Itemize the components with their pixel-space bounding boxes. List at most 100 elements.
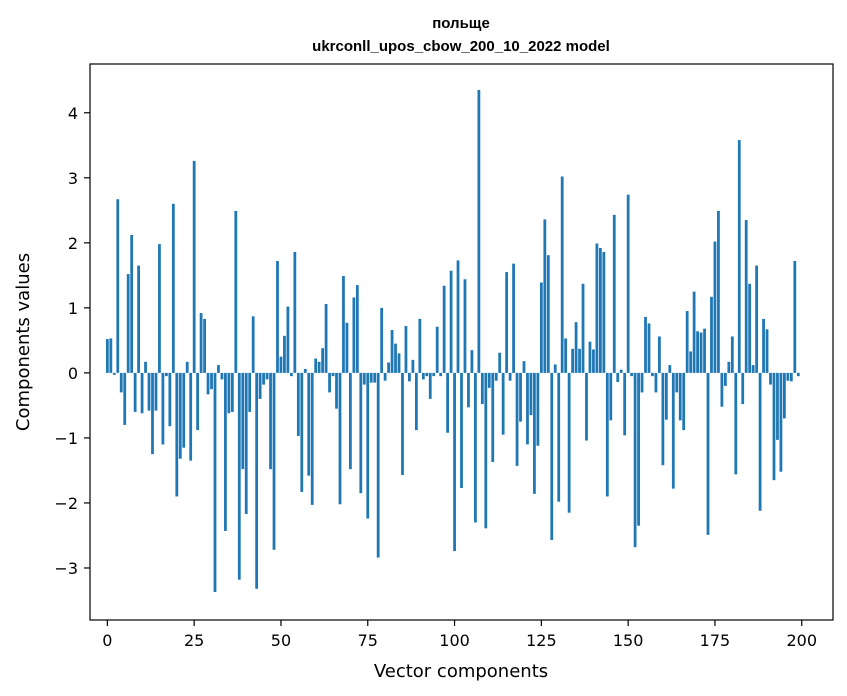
bar-113 (498, 352, 502, 373)
bar-178 (723, 372, 727, 386)
bar-96 (439, 372, 443, 377)
bar-126 (543, 219, 547, 373)
bar-38 (237, 372, 241, 580)
bar-159 (658, 336, 661, 373)
x-tick-label: 0 (102, 631, 112, 650)
bar-97 (442, 285, 446, 373)
bar-76 (369, 372, 373, 383)
bar-140 (592, 349, 595, 373)
bar-100 (453, 372, 456, 552)
bar-48 (272, 372, 276, 550)
bar-11 (144, 361, 147, 373)
bar-25 (192, 160, 196, 373)
bar-85 (401, 372, 404, 475)
bar-118 (515, 372, 519, 466)
bar-193 (776, 372, 779, 440)
bar-102 (460, 372, 463, 488)
bar-130 (557, 372, 561, 502)
bar-77 (373, 372, 377, 383)
bar-62 (321, 348, 325, 373)
x-tick-label: 50 (271, 631, 291, 650)
bar-41 (248, 372, 252, 412)
bar-64 (328, 372, 331, 393)
bar-78 (376, 372, 380, 558)
bar-151 (630, 372, 634, 377)
bar-137 (581, 283, 585, 373)
bar-179 (727, 361, 731, 373)
bar-104 (467, 372, 470, 408)
bar-154 (640, 372, 644, 393)
bar-98 (446, 372, 449, 433)
x-tick-label: 125 (526, 631, 557, 650)
bar-145 (609, 372, 613, 421)
x-tick-label: 200 (786, 631, 817, 650)
bar-89 (414, 372, 418, 431)
bar-39 (241, 372, 245, 470)
bar-191 (769, 372, 772, 385)
bar-109 (484, 372, 488, 529)
bar-13 (151, 372, 154, 455)
bar-36 (230, 372, 234, 412)
x-tick-label: 150 (613, 631, 644, 650)
bar-74 (362, 372, 366, 385)
bar-175 (713, 241, 717, 373)
bar-195 (783, 372, 786, 419)
bar-8 (133, 372, 137, 412)
bar-56 (300, 372, 304, 492)
bar-168 (689, 351, 693, 373)
bar-51 (283, 335, 286, 373)
bar-4 (119, 372, 123, 393)
bar-19 (171, 203, 175, 373)
bar-161 (664, 372, 668, 420)
bars-group (105, 90, 800, 593)
bar-190 (765, 329, 769, 373)
bar-142 (598, 248, 602, 373)
bar-197 (789, 372, 793, 382)
bar-124 (536, 372, 540, 446)
bar-37 (234, 210, 238, 373)
bar-71 (352, 297, 356, 373)
bar-21 (178, 372, 182, 459)
bar-42 (251, 316, 255, 373)
bar-125 (539, 282, 543, 373)
bar-82 (390, 329, 394, 373)
bar-141 (595, 243, 599, 373)
bar-143 (602, 251, 606, 373)
y-tick-label: 0 (68, 364, 78, 383)
bar-15 (158, 244, 161, 373)
bar-132 (564, 338, 568, 373)
bar-57 (303, 368, 307, 373)
bar-35 (227, 372, 231, 414)
bar-116 (508, 372, 512, 381)
bar-128 (550, 372, 554, 541)
bar-6 (126, 274, 130, 373)
bar-192 (772, 372, 776, 481)
bar-149 (623, 372, 627, 436)
bar-49 (276, 261, 279, 373)
bar-115 (505, 272, 509, 373)
bar-69 (345, 322, 349, 373)
bar-194 (779, 372, 783, 472)
bar-94 (432, 372, 436, 377)
bar-44 (258, 372, 262, 399)
bar-23 (185, 361, 189, 373)
bar-131 (560, 176, 564, 373)
bar-133 (567, 372, 571, 513)
bar-172 (703, 328, 706, 373)
bar-54 (293, 251, 297, 373)
bar-45 (262, 372, 265, 385)
bar-170 (696, 331, 699, 373)
bar-84 (397, 353, 401, 373)
y-tick-label: −1 (54, 429, 78, 448)
bar-163 (671, 372, 675, 489)
bar-138 (585, 372, 588, 441)
bar-63 (324, 303, 328, 373)
bar-67 (338, 372, 342, 505)
bar-146 (612, 214, 616, 373)
bar-122 (529, 372, 533, 416)
bar-43 (255, 372, 259, 589)
bar-127 (546, 255, 550, 373)
x-tick-label: 175 (700, 631, 731, 650)
bar-3 (116, 199, 120, 373)
chart-title: польще (432, 15, 490, 32)
